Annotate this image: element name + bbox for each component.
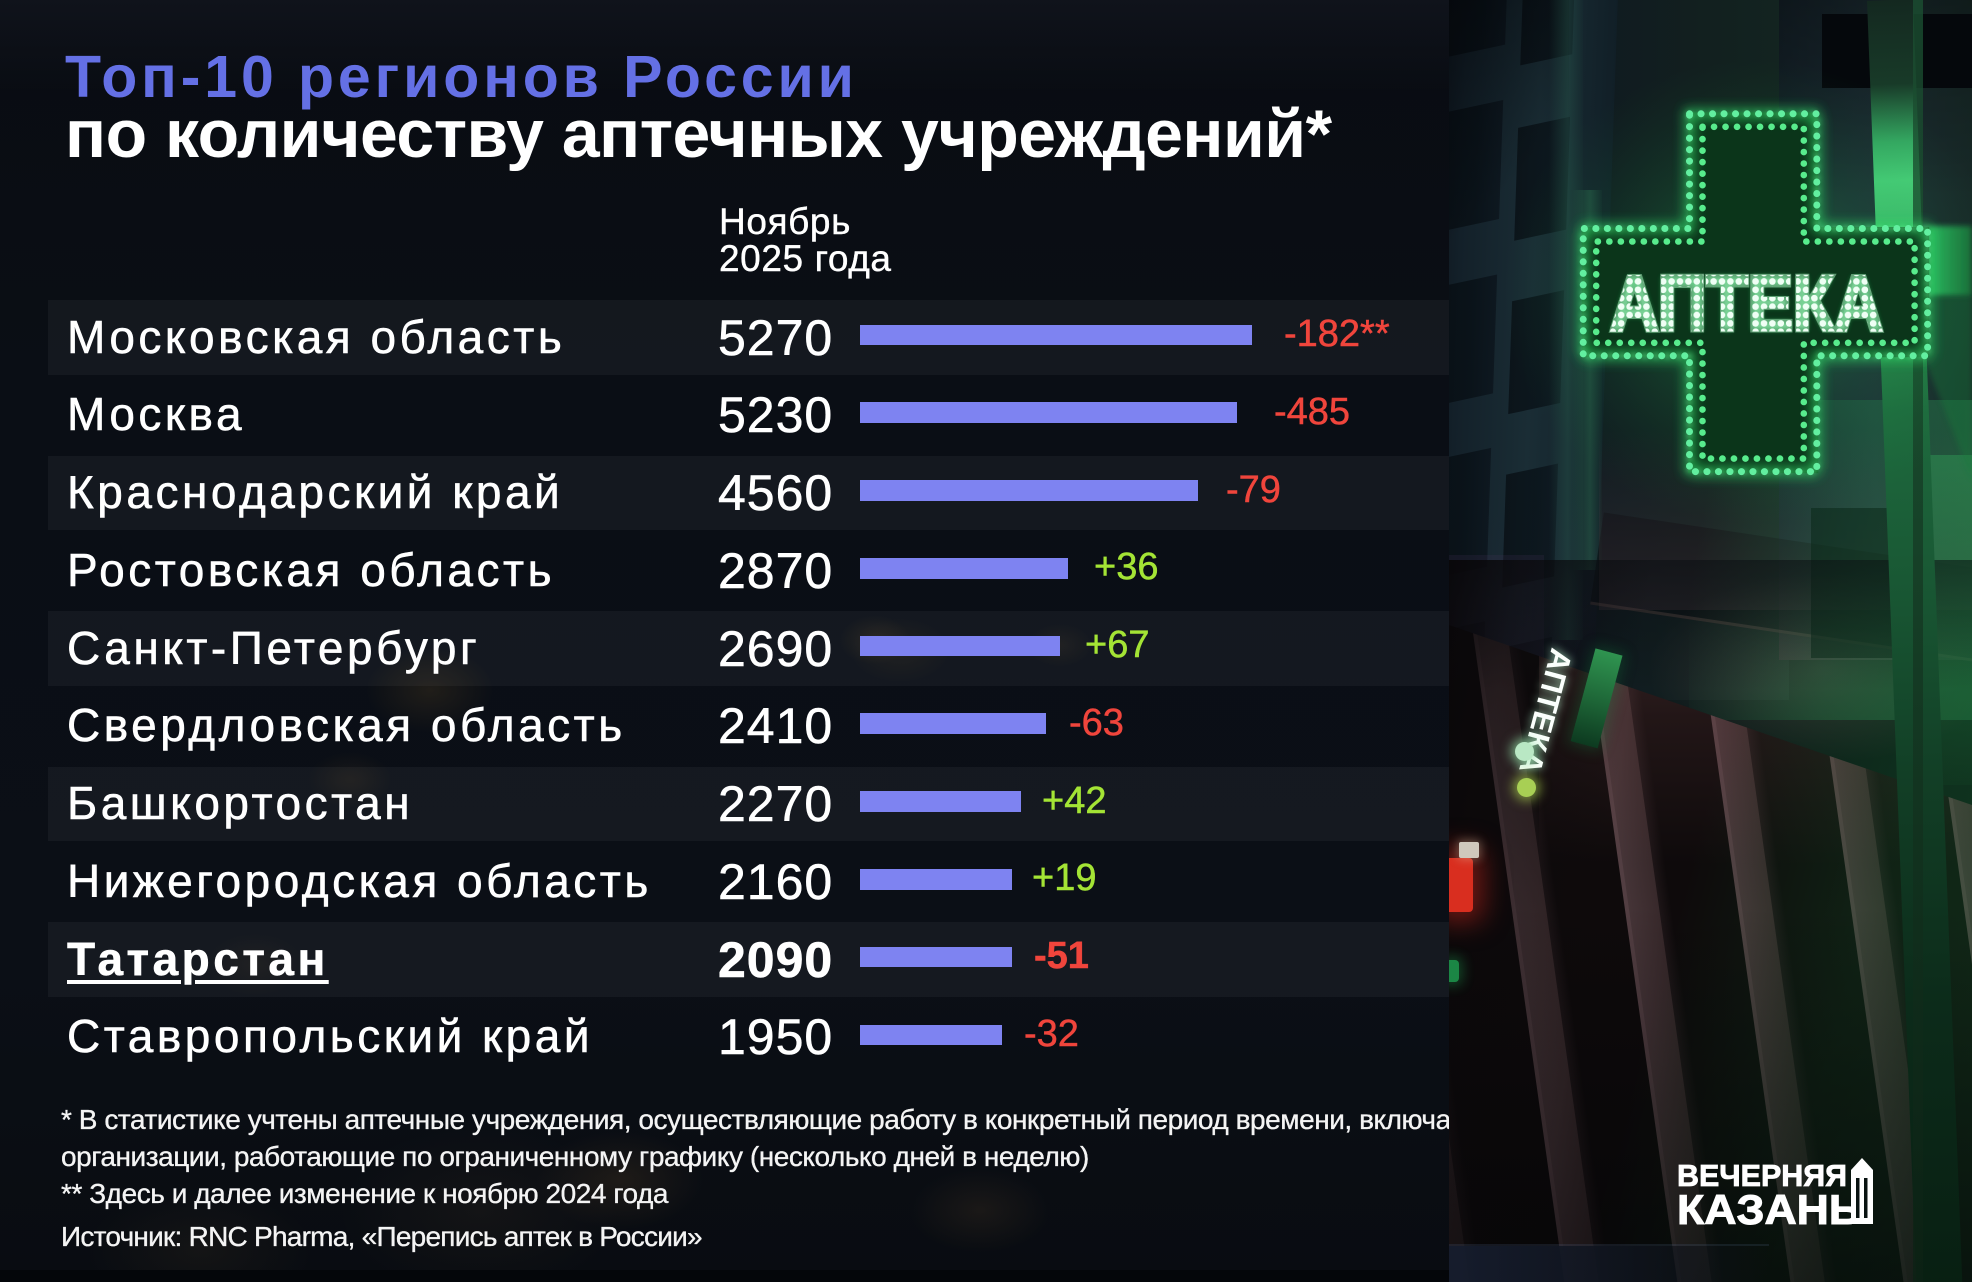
svg-text:КАЗАНЬ: КАЗАНЬ (1677, 1186, 1861, 1233)
svg-text:ВЕЧЕРНЯЯ: ВЕЧЕРНЯЯ (1677, 1158, 1847, 1193)
svg-text:АПТЕКА: АПТЕКА (1610, 259, 1883, 347)
svg-text:АПТЕКА: АПТЕКА (1610, 259, 1883, 347)
svg-text:АПТЕКА: АПТЕКА (1610, 259, 1883, 347)
